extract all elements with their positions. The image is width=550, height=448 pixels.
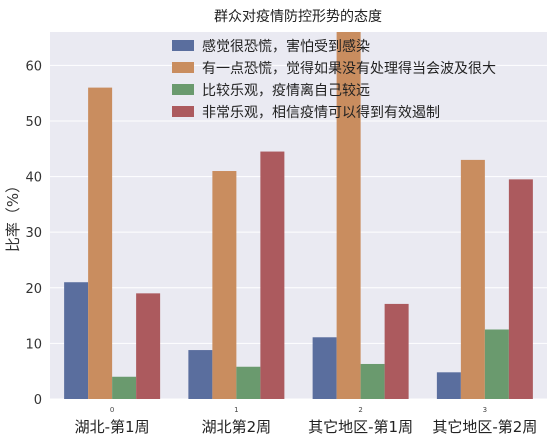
- bar-0-2: [112, 376, 137, 399]
- y-tick-label: 50: [25, 115, 42, 130]
- bar-0-3: [136, 293, 161, 399]
- y-tick-label: 30: [25, 226, 42, 241]
- y-tick-label: 60: [25, 59, 42, 74]
- legend-label: 感觉很恐慌，害怕受到感染: [202, 38, 370, 55]
- bar-3-0: [436, 372, 461, 399]
- bar-3-1: [460, 159, 485, 399]
- bar-3-3: [508, 179, 533, 399]
- x-tick-label: 其它地区-第2周: [432, 418, 537, 436]
- x-index-label: 2: [358, 406, 362, 414]
- x-tick-label: 湖北第2周: [202, 418, 272, 436]
- legend-label: 非常乐观，相信疫情可以得到有效遏制: [202, 104, 440, 121]
- bar-2-1: [336, 32, 361, 399]
- y-axis-label: 比率（%）: [4, 178, 22, 252]
- bar-2-3: [384, 303, 409, 399]
- x-tick-label: 湖北-第1周: [75, 418, 150, 436]
- bar-3-2: [484, 329, 509, 399]
- bar-1-0: [188, 350, 213, 399]
- x-tick-labels: 0 湖北-第1周 1 湖北第2周 2 其它地区-第1周 3 其它地区-第2周: [75, 406, 538, 436]
- y-tick-label: 0: [34, 393, 42, 408]
- chart-title: 群众对疫情防控形势的态度: [214, 9, 382, 25]
- x-index-label: 3: [483, 406, 487, 414]
- bar-1-2: [236, 366, 261, 399]
- y-tick-labels: 0 10 20 30 40 50 60: [25, 59, 42, 408]
- bar-1-3: [260, 151, 285, 399]
- bar-2-0: [312, 337, 337, 399]
- bar-0-0: [64, 282, 89, 399]
- legend-swatch: [172, 84, 194, 95]
- legend-swatch: [172, 62, 194, 73]
- legend-label: 有一点恐慌，觉得如果没有处理得当会波及很大: [202, 60, 496, 77]
- bar-2-2: [360, 363, 385, 399]
- bars: [64, 32, 533, 399]
- legend-swatch: [172, 40, 194, 51]
- x-index-label: 0: [110, 406, 114, 414]
- legend-label: 比较乐观，疫情离自己较远: [202, 82, 370, 99]
- legend: 感觉很恐慌，害怕受到感染有一点恐慌，觉得如果没有处理得当会波及很大比较乐观，疫情…: [172, 38, 496, 121]
- x-index-label: 1: [234, 406, 238, 414]
- y-tick-label: 40: [25, 171, 42, 186]
- bar-1-1: [212, 171, 237, 399]
- x-tick-label: 其它地区-第1周: [308, 418, 413, 436]
- bar-0-1: [88, 87, 113, 399]
- y-tick-label: 20: [25, 282, 42, 297]
- y-tick-label: 10: [25, 337, 42, 352]
- legend-swatch: [172, 106, 194, 117]
